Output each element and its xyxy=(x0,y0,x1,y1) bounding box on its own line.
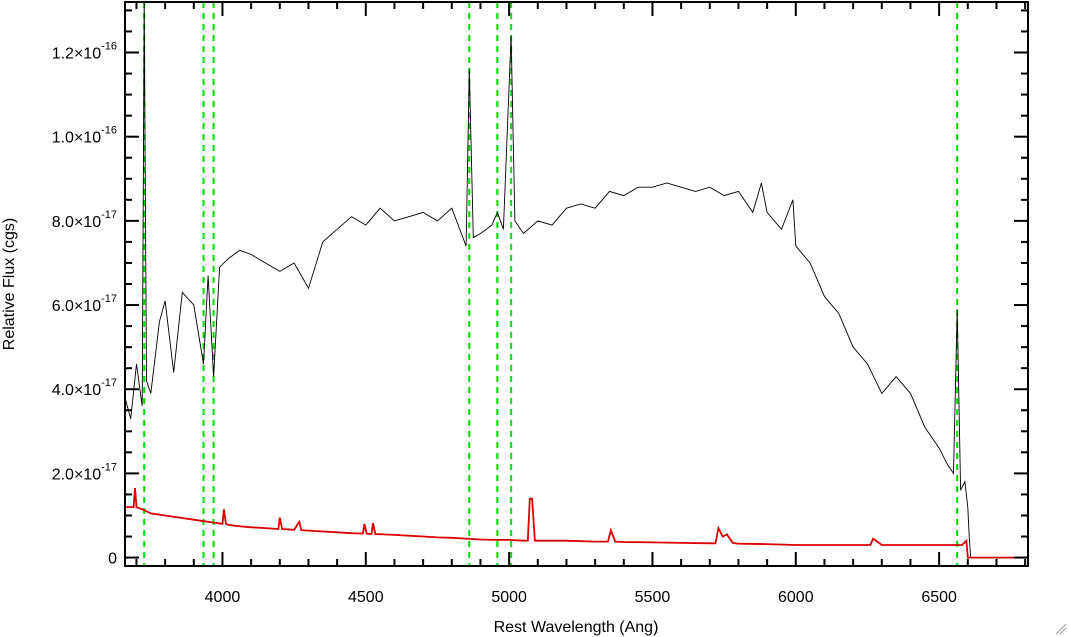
y-tick-label: 6.0×10-17 xyxy=(52,293,117,315)
y-tick-label: 0 xyxy=(108,551,117,568)
x-tick-label: 4000 xyxy=(205,589,241,606)
y-axis-title: Relative Flux (cgs) xyxy=(1,218,18,350)
y-tick-label: 2.0×10-17 xyxy=(52,461,117,483)
x-tick-label: 6500 xyxy=(921,589,957,606)
y-tick-label: 8.0×10-17 xyxy=(52,209,117,231)
x-tick-label: 6000 xyxy=(778,589,814,606)
y-tick-label: 1.2×10-16 xyxy=(52,41,117,63)
x-tick-label: 4500 xyxy=(348,589,384,606)
y-tick-label: 4.0×10-17 xyxy=(52,377,117,399)
spectrum-series xyxy=(124,1,1028,559)
x-tick-label: 5000 xyxy=(491,589,527,606)
resize-grip-icon[interactable] xyxy=(1055,623,1067,635)
y-tick-label: 1.0×10-16 xyxy=(52,125,117,147)
error-spectrum-line xyxy=(125,488,1028,559)
y-axis-ticks: 0 2.0×10-17 4.0×10-17 6.0×10-17 8.0×10-17 1.0… xyxy=(52,9,1028,568)
x-axis-ticks: 4000 4500 5000 5500 6000 6500 xyxy=(135,2,1027,606)
x-axis-title: Rest Wavelength (Ang) xyxy=(494,619,659,636)
flux-spectrum-line xyxy=(124,1,1028,559)
x-tick-label: 5500 xyxy=(635,589,671,606)
